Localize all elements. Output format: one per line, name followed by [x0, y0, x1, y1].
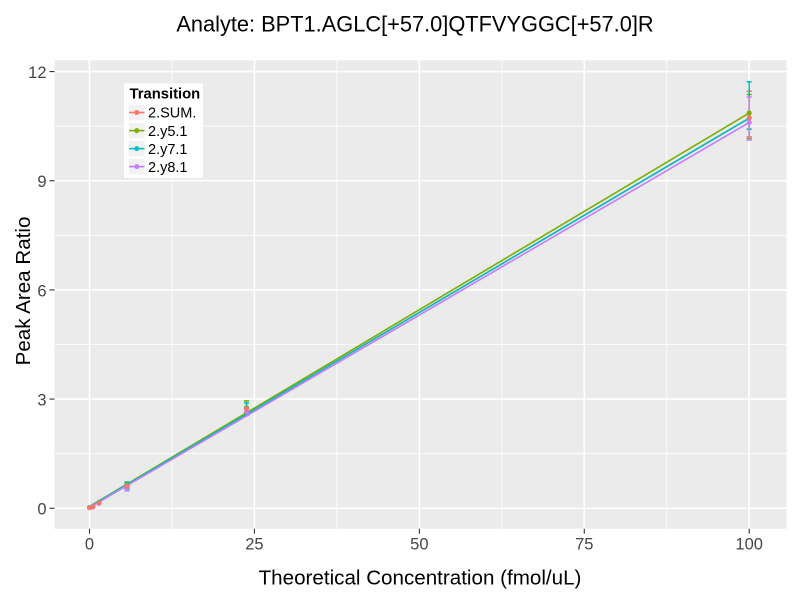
svg-text:Analyte: BPT1.AGLC[+57.0]QTFVY: Analyte: BPT1.AGLC[+57.0]QTFVYGGC[+57.0]… — [176, 12, 653, 37]
svg-text:9: 9 — [37, 173, 46, 191]
svg-text:2.y5.1: 2.y5.1 — [148, 124, 188, 140]
svg-text:Transition: Transition — [130, 87, 201, 103]
svg-text:Peak Area Ratio: Peak Area Ratio — [12, 217, 35, 366]
svg-text:50: 50 — [410, 535, 428, 553]
svg-text:Theoretical Concentration (fmo: Theoretical Concentration (fmol/uL) — [259, 567, 582, 590]
svg-text:25: 25 — [245, 535, 263, 553]
svg-text:2.SUM.: 2.SUM. — [148, 106, 196, 122]
svg-text:2.y8.1: 2.y8.1 — [148, 160, 188, 176]
svg-text:12: 12 — [28, 64, 46, 82]
svg-text:0: 0 — [37, 501, 46, 519]
svg-text:3: 3 — [37, 391, 46, 409]
svg-text:75: 75 — [575, 535, 593, 553]
svg-text:100: 100 — [735, 535, 763, 553]
svg-text:6: 6 — [37, 282, 46, 300]
svg-text:0: 0 — [85, 535, 94, 553]
svg-text:2.y7.1: 2.y7.1 — [148, 142, 188, 158]
